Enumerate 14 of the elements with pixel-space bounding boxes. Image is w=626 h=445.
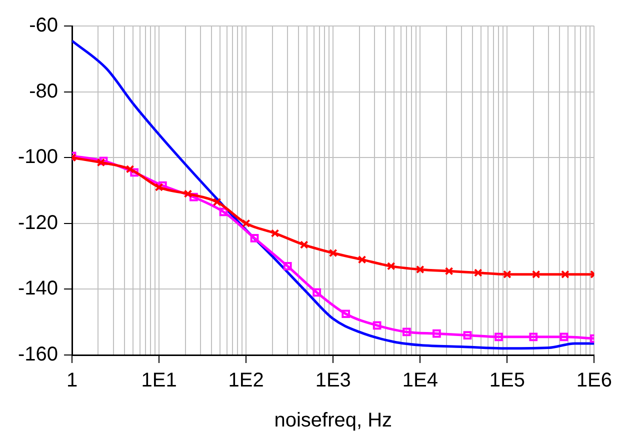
x-tick-label: 1E2 bbox=[228, 370, 264, 392]
x-tick-label: 1E1 bbox=[141, 370, 177, 392]
y-tick-label: -120 bbox=[18, 212, 58, 234]
x-tick-label: 1 bbox=[66, 370, 78, 392]
y-tick-label: -100 bbox=[18, 146, 58, 168]
x-tick-label: 1E3 bbox=[315, 370, 351, 392]
y-tick-label: -60 bbox=[29, 14, 58, 37]
x-tick-label: 1E4 bbox=[402, 370, 438, 392]
y-tick-label: -160 bbox=[18, 344, 58, 366]
x-axis-title: noisefreq, Hz bbox=[274, 410, 392, 432]
x-tick-label: 1E5 bbox=[489, 370, 525, 392]
y-tick-label: -80 bbox=[29, 80, 58, 102]
y-tick-label: -140 bbox=[18, 278, 58, 300]
x-tick-label: 1E6 bbox=[576, 370, 612, 392]
